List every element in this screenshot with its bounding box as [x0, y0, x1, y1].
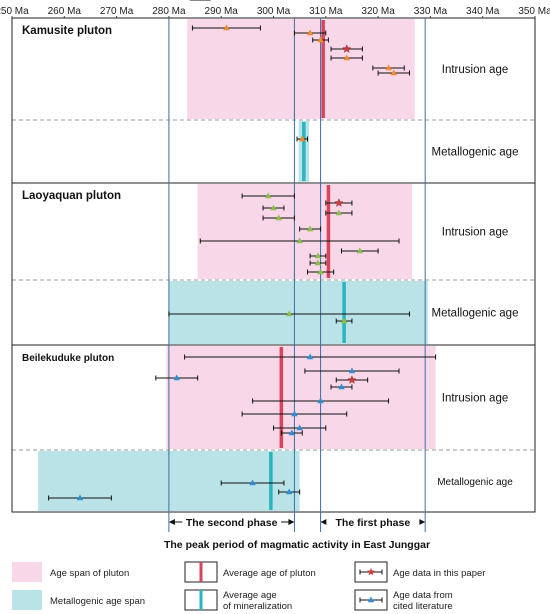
second-phase-arrow-head: [288, 519, 295, 525]
pluton-age-span: [166, 346, 436, 449]
legend-label-line: of mineralization: [223, 601, 292, 612]
legend-label-line: cited literature: [393, 601, 453, 612]
x-tick-label: 340 Ma: [466, 6, 500, 17]
pluton-age-span: [187, 19, 415, 119]
age-point-triangle: [317, 36, 324, 43]
age-point-triangle: [265, 192, 272, 199]
age-point-triangle: [296, 237, 303, 244]
age-point-triangle: [335, 209, 343, 216]
data-layer: [48, 0, 437, 510]
age-point-triangle: [275, 214, 282, 221]
age-point-star: [342, 44, 352, 53]
age-point-triangle: [296, 424, 303, 431]
age-point-triangle: [270, 204, 277, 211]
age-point-triangle: [173, 374, 180, 381]
age-point-star: [347, 375, 357, 384]
peak-period-label: The peak period of magmatic activity in …: [164, 539, 430, 551]
age-point-triangle: [317, 268, 324, 275]
legend-label: Age span of pluton: [50, 568, 129, 579]
age-point-triangle: [348, 367, 356, 374]
legend: Age span of pluton Average age of pluton A…: [12, 561, 485, 612]
second-phase-arrow-head: [168, 519, 175, 525]
intrusion-age-label: Intrusion age: [442, 227, 509, 239]
age-point-triangle: [338, 383, 345, 390]
first-phase-label: The first phase: [336, 517, 411, 529]
legend-star-marker: [367, 567, 375, 576]
legend-label-line: Age data from: [393, 590, 453, 601]
age-point-triangle: [299, 135, 306, 142]
metallogenic-age-label: Metallogenic age: [437, 477, 513, 488]
text-layer: Kamusite pluton Intrusion age Metallogenic…: [22, 25, 518, 551]
age-point-triangle: [317, 397, 324, 404]
x-tick-label: 260 Ma: [48, 6, 82, 17]
x-tick-label: 280 Ma: [152, 6, 186, 17]
x-axis: 250 Ma 260 Ma 270 Ma 280 Ma 290 Ma 300 Ma 310 …: [0, 6, 550, 18]
age-point-triangle: [306, 225, 314, 232]
age-point-triangle: [343, 54, 350, 61]
second-phase-label: The second phase: [186, 517, 278, 529]
age-point-triangle: [356, 247, 363, 254]
age-point-triangle: [306, 29, 314, 36]
x-tick-label: 250 Ma: [0, 6, 29, 17]
pluton-age-span: [197, 184, 413, 279]
age-point-triangle: [288, 429, 296, 436]
x-tick-label: 270 Ma: [100, 6, 134, 17]
age-point-triangle: [314, 259, 322, 266]
intrusion-age-label: Intrusion age: [442, 393, 509, 405]
age-point-star: [334, 198, 344, 207]
first-phase-arrow-head: [419, 519, 426, 525]
legend-label-line: Average age: [223, 590, 277, 601]
age-point-triangle: [314, 252, 322, 259]
age-point-triangle: [291, 410, 298, 417]
x-tick-label: 310 Ma: [309, 6, 343, 17]
age-point-triangle: [285, 310, 293, 317]
age-point-triangle: [390, 69, 397, 76]
x-tick-label: 350 Ma: [518, 6, 550, 17]
pluton-title: Laoyaquan pluton: [22, 190, 121, 202]
legend-label: Average age of mineralization: [223, 590, 292, 612]
legend-swatch: [12, 590, 42, 610]
legend-label: Average age of pluton: [223, 568, 316, 579]
first-phase-label-bg: [326, 514, 420, 529]
legend-label: Metallogenic age span: [50, 596, 145, 607]
age-point-triangle: [285, 488, 293, 495]
x-tick-label: 330 Ma: [414, 6, 448, 17]
legend-label: Age data from cited literature: [393, 590, 453, 612]
metallogenic-age-label: Metallogenic age: [432, 147, 519, 159]
second-phase-label-bg: [182, 514, 282, 529]
age-point-triangle: [385, 64, 392, 71]
pluton-title: Kamusite pluton: [22, 25, 112, 37]
pluton-title: Beilekuduke pluton: [22, 353, 114, 364]
background-layer: [38, 19, 436, 511]
x-tick-label: 320 Ma: [361, 6, 395, 17]
legend-triangle-marker: [367, 596, 375, 603]
legend-label: Age data in this paper: [393, 568, 485, 579]
age-point-triangle: [223, 24, 230, 31]
metallogenic-age-span: [168, 281, 428, 344]
age-point-triangle: [340, 317, 348, 324]
legend-swatch: [12, 562, 42, 582]
intrusion-age-label: Intrusion age: [442, 64, 509, 76]
age-point-triangle: [249, 479, 256, 486]
age-point-triangle: [76, 494, 84, 501]
age-point-triangle: [306, 353, 314, 360]
metallogenic-age-label: Metallogenic age: [432, 308, 519, 320]
first-phase-arrow-head: [320, 519, 327, 525]
x-tick-label: 290 Ma: [205, 6, 239, 17]
x-tick-label: 300 Ma: [257, 6, 291, 17]
